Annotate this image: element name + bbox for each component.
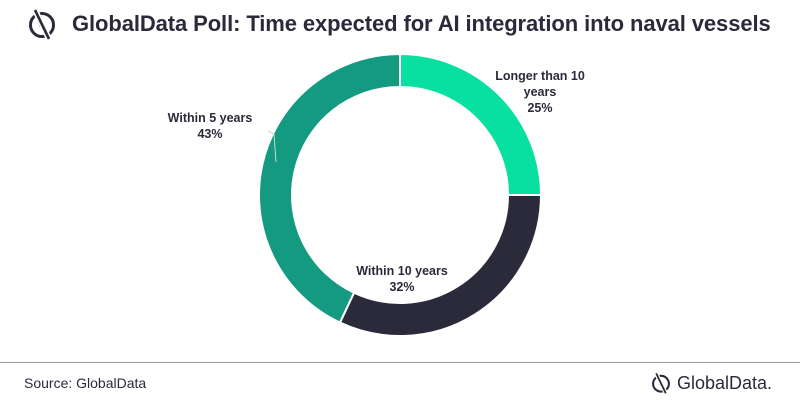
slice-labels: Longer than 10 years 25% Within 10 years 32%… [168,69,585,294]
slice-category-label: Within 5 years [168,111,253,125]
slice-category-label: Within 10 years [356,264,448,278]
globaldata-logo-icon [29,8,55,40]
donut-chart: Longer than 10 years 25% Within 10 years 32%… [0,50,800,350]
slice-category-label: Longer than 10 [495,69,585,83]
slice-label-within-10-years: Within 10 years 32% [356,264,448,294]
donut-chart-svg: Longer than 10 years 25% Within 10 years 32%… [168,52,585,337]
slice-category-label: years [524,85,557,99]
label-leaders [267,130,277,163]
slice-value-label: 32% [389,280,414,294]
donut-slice-within-5-years [258,52,401,324]
donut-slices [258,52,543,337]
slice-value-label: 43% [197,127,222,141]
source-note: Source: GlobalData [24,375,147,391]
chart-header: GlobalData Poll: Time expected for AI in… [26,8,771,40]
footer-divider [0,362,800,363]
slice-value-label: 25% [527,101,552,115]
chart-title: GlobalData Poll: Time expected for AI in… [72,11,771,36]
globaldata-logo-icon [652,372,670,394]
label-leader-line [267,130,277,163]
slice-label-longer-than-10-years: Longer than 10 years 25% [495,69,585,115]
brand-name: GlobalData. [676,372,772,393]
slice-label-within-5-years: Within 5 years 43% [168,111,253,141]
brand-logo: GlobalData. [650,372,772,394]
